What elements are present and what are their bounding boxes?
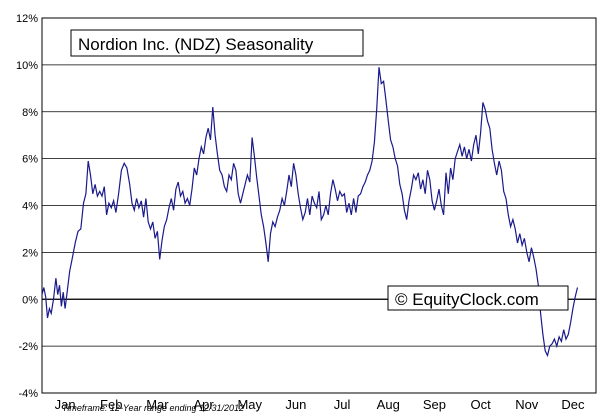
y-tick-label: 4% [22,201,38,213]
watermark-text: © EquityClock.com [395,290,539,309]
watermark-box [387,285,569,311]
x-axis-ticks: Jan Feb Mar Apr May Jun Jul Aug Sep Oct Nov Dec [55,397,585,412]
y-tick-label: -2% [18,341,38,353]
y-tick-label: 6% [22,154,38,166]
x-tick-label-oct: Oct [470,397,491,412]
seasonality-line [41,67,579,358]
y-tick-label: 2% [22,247,38,259]
x-tick-label-may: May [237,397,262,412]
footnote: Timeframe: 12-Year range ending 12/31/20… [62,403,244,413]
x-tick-label-jun: Jun [285,397,306,412]
y-tick-label: 12% [16,13,38,25]
x-tick-label-apr: Apr [193,397,214,412]
y-tick-label: -4% [18,388,38,400]
y-tick-label: 0% [22,294,38,306]
y-tick-label: 8% [22,107,38,119]
y-axis-ticks: -4% -2% 0% 2% 4% 6% 8% 10% 12% [16,13,38,400]
x-tick-label-aug: Aug [377,397,400,412]
chart-title: Nordion Inc. (NDZ) Seasonality [78,35,314,54]
x-tick-label-feb: Feb [100,397,122,412]
x-tick-label-jan: Jan [55,397,76,412]
y-tick-label: 10% [16,60,38,72]
x-tick-label-mar: Mar [146,397,169,412]
x-tick-label-dec: Dec [561,397,585,412]
title-box [70,29,364,57]
x-tick-label-sep: Sep [423,397,446,412]
x-tick-label-nov: Nov [515,397,539,412]
x-tick-label-jul: Jul [334,397,351,412]
